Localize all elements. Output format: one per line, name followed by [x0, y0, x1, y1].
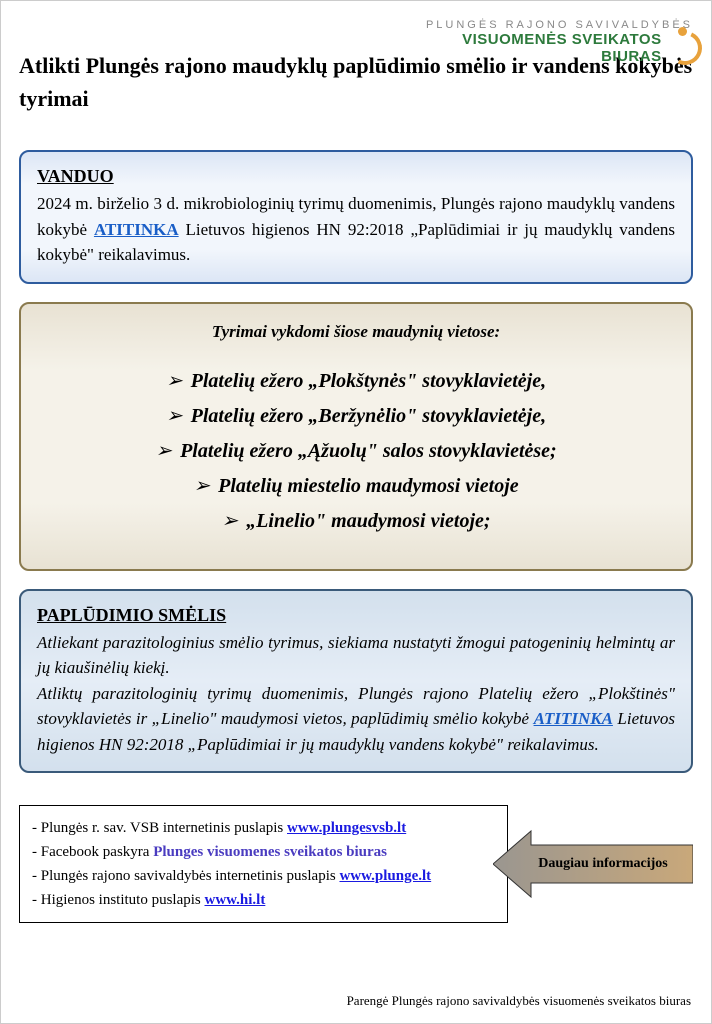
vanduo-text: 2024 m. birželio 3 d. mikrobiologinių ty…: [37, 191, 675, 268]
box-locations: Tyrimai vykdomi šiose maudynių vietose: …: [19, 302, 693, 571]
info-row: - Plungės r. sav. VSB internetinis pusla…: [19, 805, 693, 923]
box-vanduo: VANDUO 2024 m. birželio 3 d. mikrobiolog…: [19, 150, 693, 284]
smelis-para2: Atliktų parazitologinių tyrimų duomenimi…: [37, 681, 675, 758]
location-item: Platelių ežero „Plokštynės" stovyklaviet…: [41, 364, 671, 399]
info-link[interactable]: www.hi.lt: [205, 892, 266, 908]
box-smelis: PAPLŪDIMIO SMĖLIS Atliekant parazitologi…: [19, 589, 693, 774]
logo-swoosh-icon: [668, 35, 693, 61]
org-logo: PLUNGĖS RAJONO SAVIVALDYBĖS VISUOMENĖS S…: [403, 19, 693, 79]
smelis-para1: Atliekant parazitologinius smėlio tyrimu…: [37, 630, 675, 681]
smelis-highlight: ATITINKA: [534, 709, 613, 728]
location-item: Platelių ežero „Beržynėlio" stovyklaviet…: [41, 399, 671, 434]
info-item: - Plungės rajono savivaldybės internetin…: [32, 864, 495, 888]
logo-line1: PLUNGĖS RAJONO SAVIVALDYBĖS: [403, 19, 693, 31]
info-link-fb[interactable]: Plunges visuomenes sveikatos biuras: [153, 844, 387, 860]
location-item: Platelių ežero „Ąžuolų" salos stovyklavi…: [41, 434, 671, 469]
vanduo-heading: VANDUO: [37, 166, 675, 187]
vanduo-highlight: ATITINKA: [94, 220, 179, 239]
info-link[interactable]: www.plunge.lt: [339, 868, 431, 884]
locations-heading: Tyrimai vykdomi šiose maudynių vietose:: [41, 322, 671, 342]
info-item: - Plungės r. sav. VSB internetinis pusla…: [32, 816, 495, 840]
arrow-callout: Daugiau informacijos: [493, 825, 693, 903]
info-item: - Facebook paskyra Plunges visuomenes sv…: [32, 840, 495, 864]
info-box: - Plungės r. sav. VSB internetinis pusla…: [19, 805, 508, 923]
locations-list: Platelių ežero „Plokštynės" stovyklaviet…: [41, 364, 671, 539]
info-item: - Higienos instituto puslapis www.hi.lt: [32, 888, 495, 912]
footer-credit: Parengė Plungės rajono savivaldybės visu…: [347, 993, 691, 1009]
location-item: Platelių miestelio maudymosi vietoje: [41, 469, 671, 504]
info-link[interactable]: www.plungesvsb.lt: [287, 820, 406, 836]
location-item: „Linelio" maudymosi vietoje;: [41, 504, 671, 539]
arrow-label: Daugiau informacijos: [538, 856, 668, 872]
logo-line2: VISUOMENĖS SVEIKATOS BIURAS: [403, 31, 693, 65]
smelis-heading: PAPLŪDIMIO SMĖLIS: [37, 605, 675, 626]
